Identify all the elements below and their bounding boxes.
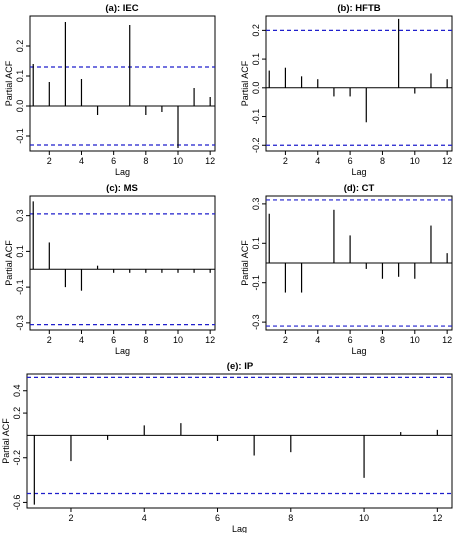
y-tick-label: 0.0 — [251, 82, 261, 95]
y-tick-label: 0.1 — [251, 53, 261, 66]
x-tick-label: 10 — [173, 156, 183, 166]
x-tick-label: 10 — [410, 156, 420, 166]
x-tick-label: 4 — [79, 156, 84, 166]
x-tick-label: 4 — [142, 513, 147, 523]
y-tick-label: 0.1 — [15, 245, 25, 258]
pacf-panel: (b): HFTB 2 4 6 8 10 12 Lag -0.2 -0.1 0.0 0.1 0.2 Par… — [240, 3, 453, 177]
y-tick-label: 0.2 — [15, 40, 25, 53]
y-tick-label: -0.2 — [12, 450, 22, 466]
y-tick-label: 0.3 — [15, 209, 25, 222]
y-tick-label: 0.1 — [15, 70, 25, 83]
y-axis-label: Partial ACF — [240, 60, 250, 106]
x-tick-label: 6 — [111, 335, 116, 345]
plot-frame — [26, 373, 453, 509]
y-tick-label: -0.3 — [251, 314, 261, 330]
x-tick-label: 12 — [442, 335, 452, 345]
x-tick-label: 4 — [315, 335, 320, 345]
y-tick-label: -0.1 — [15, 128, 25, 144]
pacf-panel: (c): MS 2 4 6 8 10 12 Lag -0.3 -0.1 0.1 0.3 Partial … — [4, 183, 216, 356]
x-tick-label: 4 — [315, 156, 320, 166]
pacf-panel: (e): IP 2 4 6 8 10 12 Lag -0.6 -0.2 0.2 0.4 Partial … — [1, 361, 453, 533]
y-tick-label: -0.2 — [251, 137, 261, 153]
y-tick-label: -0.1 — [15, 279, 25, 295]
x-tick-label: 10 — [173, 335, 183, 345]
x-tick-label: 8 — [380, 335, 385, 345]
x-tick-label: 8 — [143, 335, 148, 345]
y-tick-label: 0.2 — [12, 407, 22, 420]
x-tick-label: 12 — [205, 335, 215, 345]
x-tick-label: 8 — [143, 156, 148, 166]
y-axis-label: Partial ACF — [4, 60, 14, 106]
chart-title: (e): IP — [227, 361, 254, 372]
x-tick-label: 2 — [68, 513, 73, 523]
chart-title: (a): IEC — [105, 3, 138, 14]
chart-title: (d): CT — [344, 183, 375, 194]
y-tick-label: -0.1 — [251, 275, 261, 291]
x-tick-label: 12 — [432, 513, 442, 523]
chart-title: (c): MS — [106, 183, 138, 194]
x-tick-label: 6 — [348, 156, 353, 166]
y-tick-label: -0.1 — [251, 109, 261, 125]
x-axis-label: Lag — [232, 524, 247, 533]
x-tick-label: 12 — [205, 156, 215, 166]
y-axis-label: Partial ACF — [240, 240, 250, 286]
pacf-panel: (a): IEC 2 4 6 8 10 12 Lag -0.1 0.0 0.1 0.2Partial … — [4, 3, 216, 177]
y-axis-label: Partial ACF — [1, 418, 11, 464]
x-tick-label: 8 — [288, 513, 293, 523]
y-tick-label: 0.0 — [15, 100, 25, 113]
y-tick-label: 0.3 — [251, 198, 261, 211]
x-tick-label: 6 — [111, 156, 116, 166]
plot-frame — [29, 195, 216, 331]
x-tick-label: 8 — [380, 156, 385, 166]
y-tick-label: 0.1 — [251, 237, 261, 250]
y-tick-label: -0.3 — [15, 315, 25, 331]
x-tick-label: 6 — [215, 513, 220, 523]
x-axis-label: Lag — [115, 167, 130, 177]
x-tick-label: 2 — [283, 156, 288, 166]
x-axis-label: Lag — [115, 346, 130, 356]
x-tick-label: 2 — [283, 335, 288, 345]
x-axis-label: Lag — [351, 346, 366, 356]
x-tick-label: 10 — [410, 335, 420, 345]
x-tick-label: 2 — [47, 156, 52, 166]
y-axis-label: Partial ACF — [4, 240, 14, 286]
y-tick-label: -0.6 — [12, 495, 22, 511]
y-tick-label: 0.2 — [251, 24, 261, 37]
x-tick-label: 6 — [348, 335, 353, 345]
pacf-panel: (d): CT 2 4 6 8 10 12 Lag -0.3 -0.1 0.1 0.3 Partial … — [240, 183, 453, 356]
x-tick-label: 2 — [47, 335, 52, 345]
plot-frame — [29, 15, 216, 152]
plot-frame — [265, 15, 453, 152]
x-axis-label: Lag — [351, 167, 366, 177]
x-tick-label: 12 — [442, 156, 452, 166]
x-tick-label: 10 — [359, 513, 369, 523]
chart-title: (b): HFTB — [337, 3, 380, 14]
y-tick-label: 0.4 — [12, 384, 22, 397]
x-tick-label: 4 — [79, 335, 84, 345]
